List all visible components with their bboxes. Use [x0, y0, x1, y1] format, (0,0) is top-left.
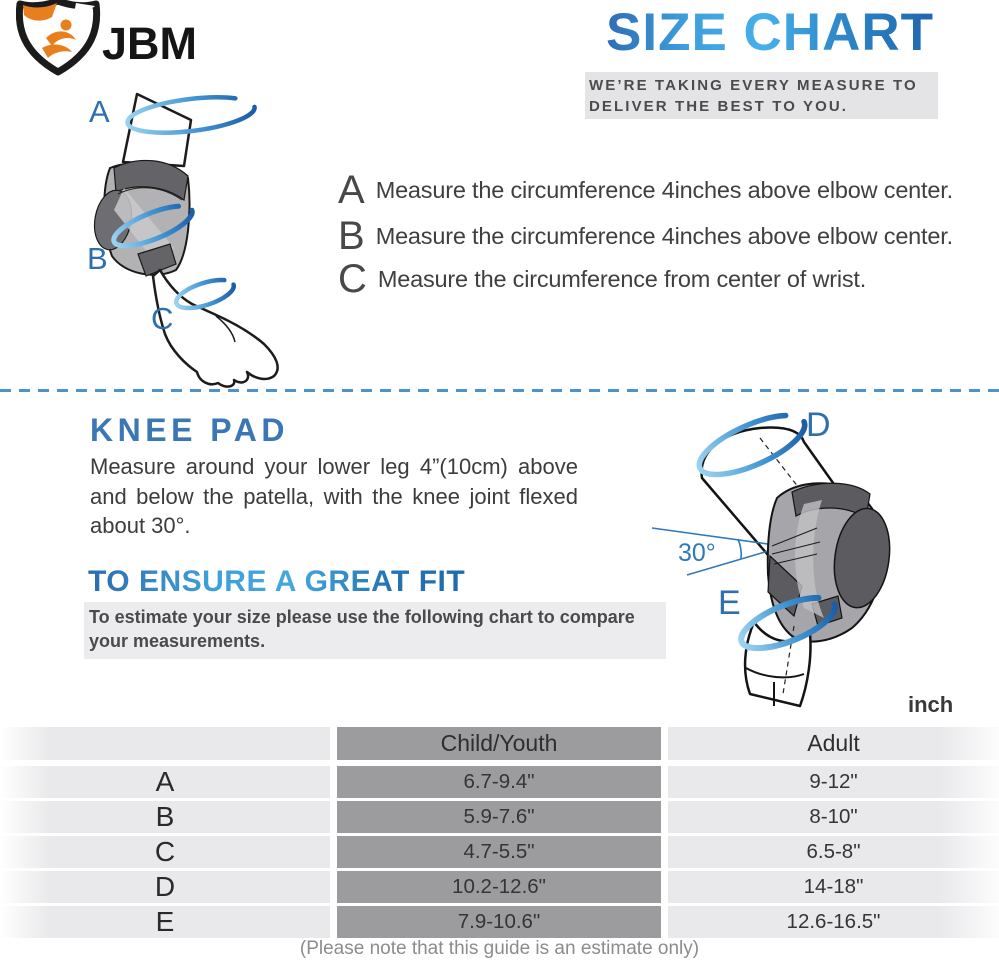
- row-child-value: 5.9-7.6": [337, 801, 661, 833]
- row-label: C: [0, 836, 330, 868]
- tagline: WE’RE TAKING EVERY MEASURE TO DELIVER TH…: [585, 72, 938, 119]
- knee-pad-description: Measure around your lower leg 4”(10cm) a…: [90, 454, 578, 538]
- measure-label-b: B: [87, 241, 108, 276]
- table-header-row: Child/Youth Adult: [0, 727, 999, 760]
- elbow-pad-illustration: [93, 92, 279, 388]
- fit-heading: TO ENSURE A GREAT FIT: [88, 565, 466, 598]
- row-adult-value: 6.5-8": [668, 836, 999, 868]
- fit-line2: your measurements.: [89, 630, 266, 651]
- instruction-text: Measure the circumference 4inches above …: [375, 222, 953, 249]
- table-row: A 6.7-9.4" 9-12": [0, 766, 999, 798]
- instruction-row-b: B Measure the circumference 4inches abov…: [338, 216, 993, 256]
- tagline-line2: DELIVER THE BEST TO YOU.: [589, 98, 849, 115]
- measure-label-d: D: [806, 406, 831, 444]
- instruction-row-c: C Measure the circumference from center …: [338, 259, 993, 299]
- header-cell-child: Child/Youth: [337, 727, 661, 760]
- jbm-shield-icon: [15, 0, 101, 76]
- size-table: Child/Youth Adult A 6.7-9.4" 9-12" B 5.9…: [0, 727, 999, 938]
- instruction-letter: B: [338, 214, 365, 258]
- tagline-line1: WE’RE TAKING EVERY MEASURE TO: [589, 77, 918, 94]
- instruction-text: Measure the circumference from center of…: [377, 265, 867, 292]
- row-adult-value: 14-18": [668, 871, 999, 903]
- measure-label-c: C: [151, 301, 174, 336]
- logo-runner-icon: [42, 19, 76, 58]
- brand-logo: JBM: [15, 0, 216, 76]
- row-adult-value: 8-10": [668, 801, 999, 833]
- logo-orange-band: [23, 3, 57, 21]
- angle-30-marker: [651, 527, 783, 576]
- measure-ring-c: [174, 277, 236, 311]
- row-child-value: 7.9-10.6": [337, 906, 661, 938]
- fit-description: To estimate your size please use the fol…: [84, 602, 666, 659]
- row-label: D: [0, 871, 330, 903]
- instruction-letter: C: [338, 257, 367, 301]
- knee-pad-heading: KNEE PAD: [90, 412, 289, 448]
- row-adult-value: 12.6-16.5": [668, 906, 999, 938]
- measure-label-e: E: [718, 584, 741, 622]
- angle-label: 30°: [678, 539, 716, 567]
- row-label: B: [0, 801, 330, 833]
- table-row: E 7.9-10.6" 12.6-16.5": [0, 906, 999, 938]
- dashed-divider: [0, 389, 999, 392]
- row-child-value: 4.7-5.5": [337, 836, 661, 868]
- forearm-hand: [151, 268, 279, 388]
- knee-pad-illustration: [651, 412, 891, 708]
- row-adult-value: 9-12": [668, 766, 999, 798]
- row-child-value: 10.2-12.6": [337, 871, 661, 903]
- measure-label-a: A: [89, 94, 110, 129]
- footer-note: (Please note that this guide is an estim…: [299, 938, 700, 959]
- fit-line1: To estimate your size please use the fol…: [89, 607, 635, 627]
- header-cell-empty: [0, 727, 330, 760]
- measure-ring-a: [125, 95, 257, 135]
- brand-name: JBM: [102, 18, 198, 69]
- row-label: A: [0, 766, 330, 798]
- row-child-value: 6.7-9.4": [337, 766, 661, 798]
- header-cell-adult: Adult: [668, 727, 999, 760]
- table-row: C 4.7-5.5" 6.5-8": [0, 836, 999, 868]
- measure-ring-e: [738, 594, 838, 652]
- unit-label: inch: [908, 692, 954, 717]
- page-title: SIZE CHART: [606, 3, 934, 62]
- measure-ring-b: [111, 203, 195, 249]
- instruction-text: Measure the circumference 4inches above …: [375, 176, 953, 203]
- instruction-row-a: A Measure the circumference 4inches abov…: [338, 170, 993, 210]
- measure-ring-d: [696, 412, 808, 478]
- table-row: B 5.9-7.6" 8-10": [0, 801, 999, 833]
- instruction-letter: A: [338, 168, 365, 212]
- table-row: D 10.2-12.6" 14-18": [0, 871, 999, 903]
- row-label: E: [0, 906, 330, 938]
